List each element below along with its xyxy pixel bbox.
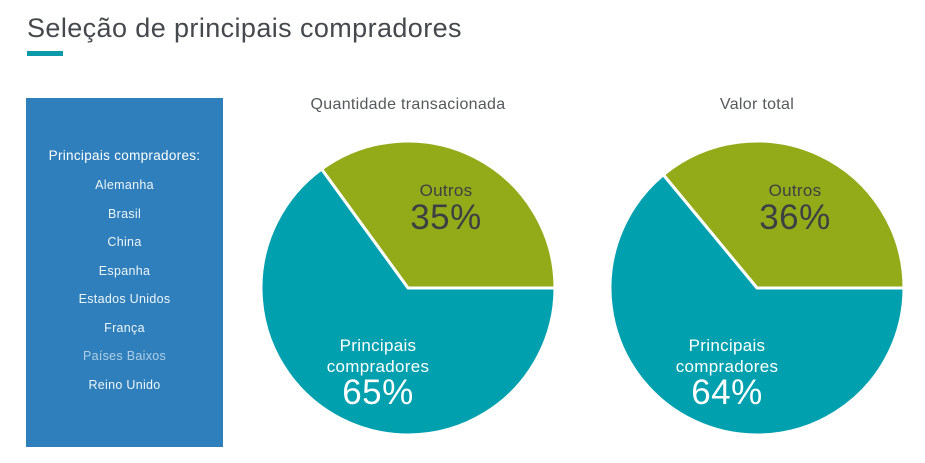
pie-total-value: Outros 36% Principais compradores 64%	[606, 137, 908, 439]
slice-percent: 64%	[691, 373, 763, 412]
sidebar-item: França	[104, 320, 145, 335]
pie-slice-principais-compradores	[259, 167, 557, 437]
pie-slice-principais-compradores	[608, 173, 906, 437]
slice-name: Outros	[419, 181, 473, 200]
slice-percent: 65%	[342, 373, 414, 412]
page-title: Seleção de principais compradores	[27, 13, 462, 43]
pie-chart-total-value: Valor total Outros 36% Principais compra…	[606, 94, 908, 439]
slice-label-main-buyers: Principais compradores 65%	[303, 335, 453, 412]
slice-name: Principais compradores	[675, 336, 779, 376]
chart-title: Quantidade transacionada	[310, 96, 506, 113]
pie-quantity-svg	[259, 139, 557, 437]
slice-name: Principais compradores	[326, 336, 430, 376]
pie-chart-quantity: Quantidade transacionada Outros 35% Prin…	[257, 94, 559, 439]
sidebar-item: Estados Unidos	[78, 292, 171, 306]
sidebar-item: Espanha	[98, 263, 151, 278]
sidebar-item: China	[107, 235, 142, 249]
slice-label-main-buyers: Principais compradores 64%	[652, 335, 802, 412]
chart-title: Valor total	[719, 96, 795, 113]
main-buyers-heading: Principais compradores:	[48, 148, 201, 163]
main-buyers-list: Alemanha Brasil China Espanha Estados Unidos…	[79, 179, 171, 392]
slice-label-others: Outros 36%	[715, 181, 875, 237]
slice-percent: 35%	[410, 198, 482, 237]
sidebar-item: Brasil	[107, 206, 142, 221]
title-accent-bar	[27, 51, 63, 56]
sidebar-item: Países Baixos	[82, 349, 167, 363]
pie-total-value-svg	[608, 139, 906, 437]
main-buyers-panel: Principais compradores: Alemanha Brasil Ch…	[26, 98, 223, 447]
sidebar-item: Alemanha	[95, 178, 154, 192]
slice-label-others: Outros 35%	[366, 181, 526, 237]
slice-percent: 36%	[759, 198, 831, 237]
pie-slice-outros	[661, 139, 906, 290]
sidebar-item: Reino Unido	[88, 377, 161, 392]
pie-slice-outros	[320, 139, 557, 290]
slice-name: Outros	[768, 181, 822, 200]
pie-quantity: Outros 35% Principais compradores 65%	[257, 137, 559, 439]
